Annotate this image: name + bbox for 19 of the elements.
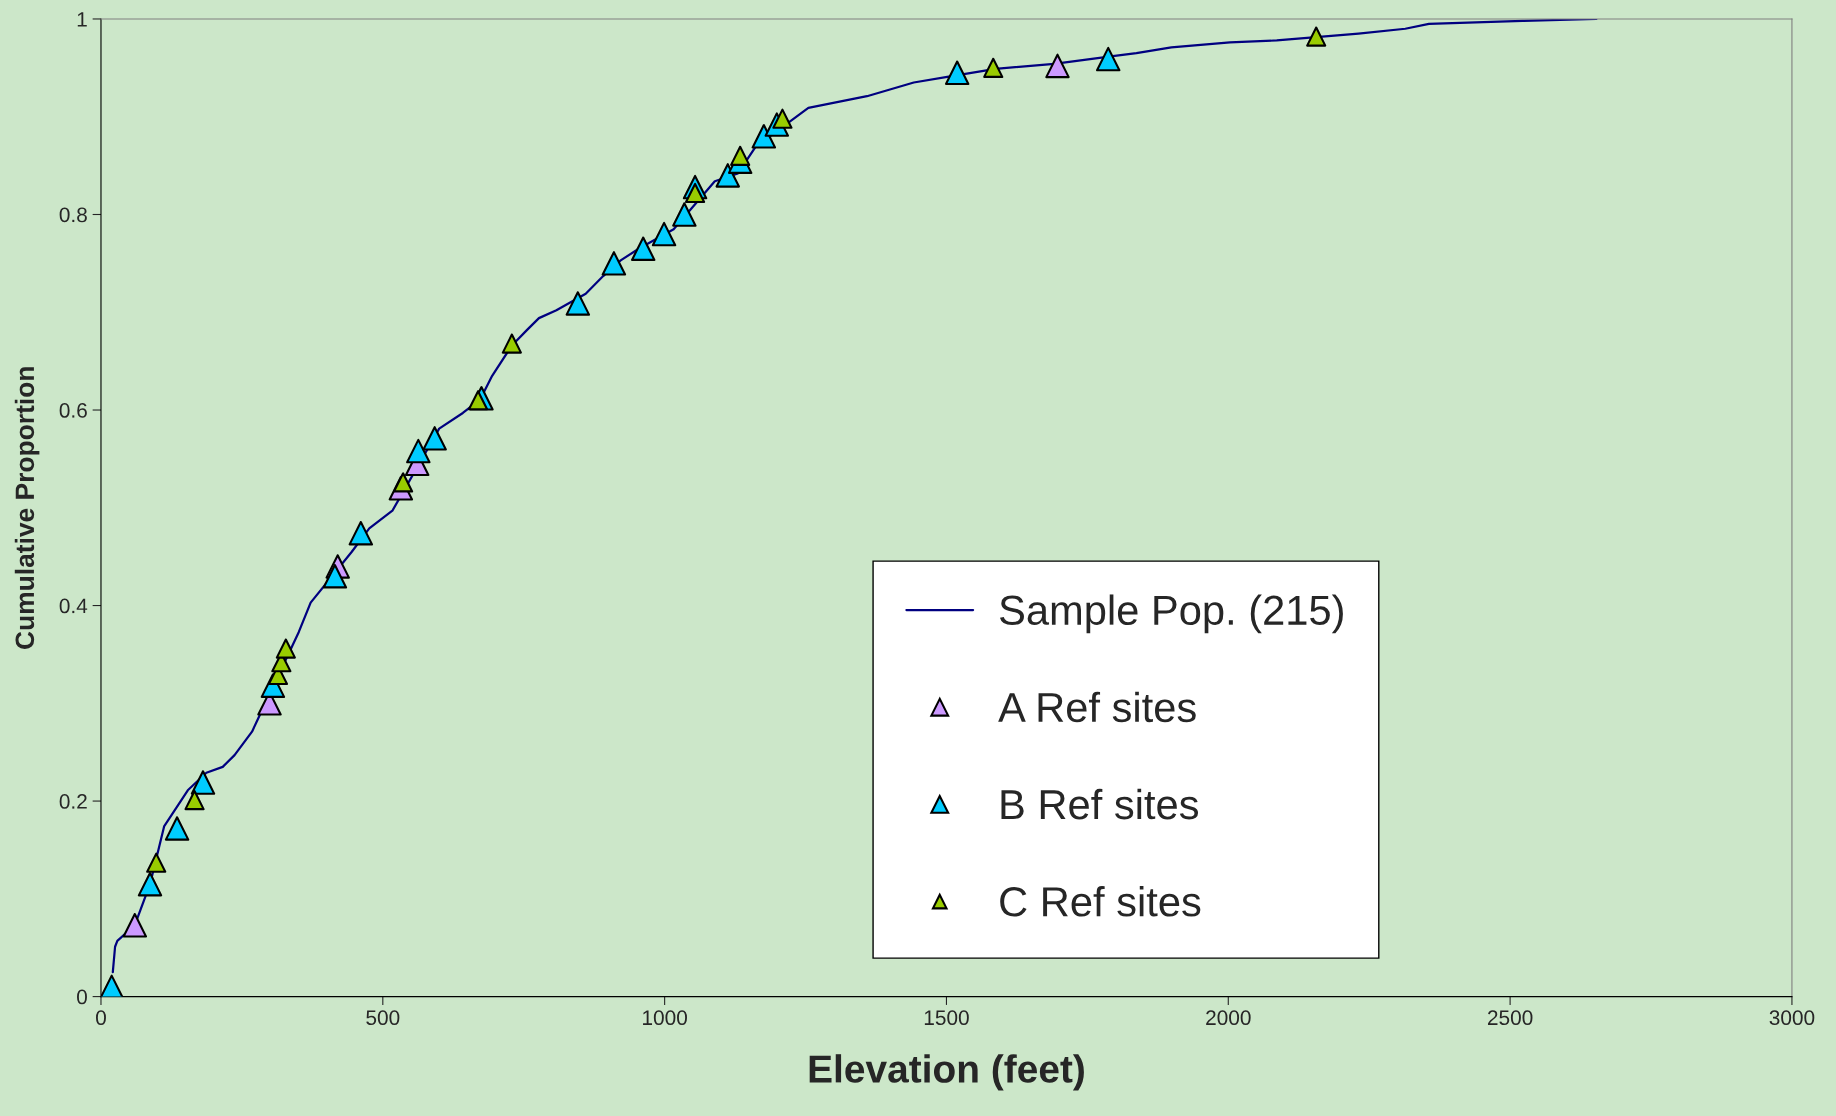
legend-label: C Ref sites	[1000, 885, 1201, 917]
x-tick-label: 1000	[643, 1010, 687, 1026]
x-tick-label: 500	[366, 1010, 400, 1026]
x-tick-label: 1500	[924, 1010, 969, 1026]
x-tick-label: 2000	[1206, 1010, 1251, 1026]
y-tick-label: 0.6	[59, 403, 87, 418]
x-tick-label: 0	[96, 1010, 106, 1026]
y-tick-label: 0.4	[59, 598, 88, 614]
legend-label: A Ref sites	[998, 691, 1196, 723]
legend-label: Sample Pop. (215)	[999, 594, 1343, 634]
x-axis-title: Elevation (feet)	[809, 1054, 1084, 1091]
y-axis-title: Cumulative Proportion	[14, 367, 40, 649]
y-tick-label: 0	[77, 989, 87, 1005]
y-tick-label: 0.8	[59, 207, 87, 223]
x-tick-label: 2500	[1487, 1010, 1533, 1026]
x-tick-label: 3000	[1769, 1010, 1815, 1026]
y-tick-label: 0.2	[59, 794, 87, 809]
legend-label: B Ref sites	[1001, 788, 1199, 820]
y-tick-label: 1	[77, 12, 87, 27]
